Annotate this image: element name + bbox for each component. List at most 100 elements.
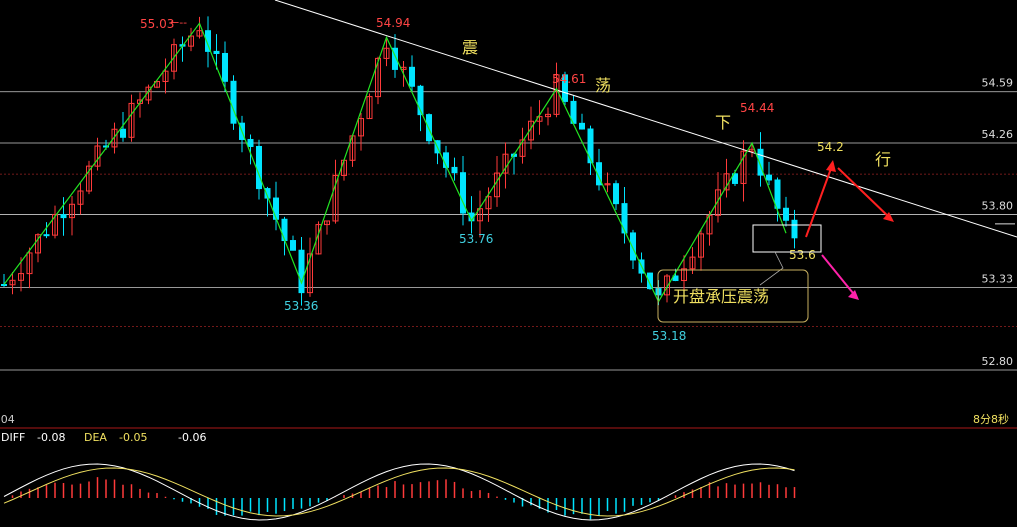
countdown-timer: 8分8秒	[973, 412, 1009, 426]
swing-label: 54.61	[552, 72, 586, 86]
candle-body	[281, 218, 288, 242]
candle-body	[9, 279, 16, 286]
candle-body	[715, 189, 721, 216]
candle-body	[672, 275, 679, 282]
pink-arrowhead	[848, 290, 859, 300]
candlesticks	[1, 16, 798, 306]
candle-body	[596, 162, 602, 186]
candle-body	[264, 188, 271, 199]
swing-label: 53.18	[652, 329, 686, 343]
consolidation-box	[752, 224, 822, 253]
candle-body	[528, 120, 534, 141]
candle-body	[18, 273, 24, 281]
macd-value: -0.06	[178, 431, 206, 444]
candle-body	[587, 128, 594, 164]
candle-body	[52, 214, 58, 236]
price-tick-label: 53.80	[982, 200, 1014, 213]
candle-body	[562, 74, 568, 102]
bottom-left-text: 00:04	[0, 413, 15, 426]
annot-xia: 下	[715, 113, 731, 132]
candle-body	[273, 197, 279, 220]
candle-body	[247, 138, 254, 147]
annotation-box	[657, 269, 809, 323]
candle-body	[664, 275, 670, 296]
candle-body	[613, 183, 619, 205]
candle-body	[358, 118, 364, 137]
red-down-arrow	[837, 167, 893, 221]
candle-body	[621, 203, 628, 234]
macd-dea-value: -0.05	[119, 431, 147, 444]
candle-body	[783, 207, 789, 221]
candle-body	[69, 203, 75, 219]
annotations: 震 荡 下 行 开盘承压震荡 ←--	[170, 16, 894, 323]
swing-label: 53.6	[789, 248, 816, 262]
candle-body	[230, 80, 237, 124]
candle-body	[307, 253, 313, 294]
candle-body	[213, 50, 220, 54]
swing-label: 53.76	[459, 232, 493, 246]
macd-legend: DIFF -0.08 DEA -0.05 -0.06	[1, 431, 206, 444]
candle-body	[43, 234, 50, 237]
candle-body	[332, 174, 339, 222]
candle-body	[324, 220, 330, 226]
candle-body	[579, 122, 585, 130]
annot-dang: 荡	[595, 76, 611, 95]
candle-body	[366, 96, 373, 120]
candle-body	[519, 139, 526, 157]
candle-body	[145, 86, 152, 101]
price-tick-label: 52.80	[982, 355, 1014, 368]
candle-body	[477, 208, 483, 222]
candle-body	[298, 249, 305, 294]
candle-body	[196, 30, 203, 37]
price-tick-label: 53.33	[982, 273, 1014, 286]
candle-body	[1, 284, 7, 287]
candle-body	[732, 173, 738, 184]
candle-body	[162, 70, 169, 82]
candle-body	[26, 252, 33, 275]
swing-label: 54.94	[376, 16, 410, 30]
candle-body	[417, 85, 424, 116]
candle-body	[86, 165, 92, 192]
candle-body	[409, 66, 415, 87]
candle-body	[188, 35, 194, 47]
price-tick-label: 54.26	[982, 128, 1014, 141]
zigzag-wave-line	[3, 22, 787, 303]
candle-body	[35, 234, 41, 254]
candle-body	[604, 183, 611, 186]
candle-body	[77, 190, 84, 205]
red-up-arrow	[805, 162, 834, 238]
candle-body	[392, 47, 398, 70]
swing-label: 55.03	[140, 17, 174, 31]
pink-down-arrow	[821, 254, 858, 299]
swing-label: 54.44	[740, 101, 774, 115]
candle-body	[256, 145, 262, 190]
candle-body	[120, 128, 126, 138]
candle-body	[740, 150, 747, 184]
annot-zhen: 震	[462, 38, 478, 57]
candle-body	[451, 166, 458, 174]
candle-body	[485, 196, 492, 210]
candle-body	[689, 256, 696, 270]
candle-body	[681, 268, 687, 282]
descending-trendline	[274, 0, 1017, 238]
macd-diff-label: DIFF	[1, 431, 25, 444]
annot-55-03-arrow: ←--	[170, 16, 187, 29]
candle-body	[774, 179, 781, 209]
macd-dea-line	[3, 467, 795, 517]
candle-body	[383, 47, 390, 59]
macd-dea-label: DEA	[84, 431, 107, 444]
annotation-box-text: 开盘承压震荡	[673, 287, 769, 306]
macd-diff-value: -0.08	[37, 431, 65, 444]
red-down-arrowhead	[883, 212, 894, 222]
annot-xing: 行	[875, 150, 891, 169]
macd-diff-line	[3, 463, 795, 521]
candle-body	[460, 172, 466, 214]
candle-body	[171, 44, 177, 72]
candle-body	[757, 148, 764, 176]
candle-body	[647, 272, 653, 290]
candle-body	[222, 52, 228, 82]
candle-body	[290, 240, 296, 251]
red-up-arrowhead	[826, 160, 836, 172]
price-axis: 54.59 54.26 53.80 53.33 52.80	[982, 77, 1014, 368]
